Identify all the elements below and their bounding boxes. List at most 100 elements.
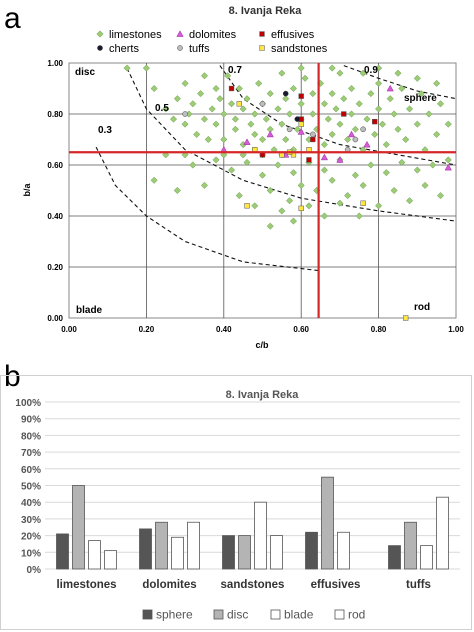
point-limestones <box>355 100 363 108</box>
bar-disc-effusives <box>321 476 334 570</box>
legend-marker-cherts <box>97 45 103 51</box>
point-limestones <box>220 110 228 118</box>
bar-blade-dolomites <box>171 536 184 570</box>
legend-marker-tuffs <box>177 45 183 51</box>
point-limestones <box>336 120 344 128</box>
region-label-blade: blade <box>76 305 103 316</box>
category-label: sandstones <box>221 579 285 591</box>
point-sandstones <box>236 101 242 107</box>
point-limestones <box>193 130 201 138</box>
legend-label-dolomites: dolomites <box>189 29 237 41</box>
point-dolomites <box>297 128 305 135</box>
point-limestones <box>235 84 243 93</box>
point-tuffs <box>259 100 266 107</box>
legend-label-effusives: effusives <box>271 29 315 41</box>
bar-sphere-dolomites <box>139 528 152 570</box>
point-limestones <box>390 186 398 195</box>
point-effusives <box>310 136 316 143</box>
point-dolomites <box>386 84 394 92</box>
y-tick-label: 100% <box>15 398 41 409</box>
bar-blade-sandstones <box>254 501 267 570</box>
point-sandstones <box>403 315 409 321</box>
category-label: tuffs <box>406 579 431 591</box>
point-limestones <box>189 161 197 169</box>
point-effusives <box>306 157 312 163</box>
point-limestones <box>324 115 332 123</box>
bar-rod-dolomites <box>187 521 200 570</box>
point-limestones <box>375 79 383 87</box>
point-limestones <box>200 115 209 123</box>
point-limestones <box>398 84 406 93</box>
point-limestones <box>351 171 359 179</box>
point-limestones <box>220 135 228 144</box>
legend-marker-sandstones <box>259 45 265 51</box>
point-limestones <box>150 176 158 184</box>
x-tick-label: 0.80 <box>371 325 387 334</box>
point-limestones <box>227 100 236 108</box>
bar-sphere-effusives <box>305 531 318 570</box>
y-tick-label: 40% <box>21 498 41 509</box>
category-label: dolomites <box>142 579 196 591</box>
point-limestones <box>320 100 328 108</box>
point-limestones <box>359 181 367 189</box>
point-tuffs <box>360 126 366 133</box>
point-limestones <box>208 105 216 113</box>
point-limestones <box>328 176 336 184</box>
point-limestones <box>340 95 348 103</box>
legend-label-tuffs: tuffs <box>189 43 210 55</box>
legend-swatch-blade <box>270 609 281 620</box>
x-tick-label: 0.20 <box>139 325 155 334</box>
point-limestones <box>200 181 209 189</box>
point-limestones <box>278 69 286 77</box>
point-limestones <box>231 125 239 133</box>
point-limestones <box>289 84 298 93</box>
point-tuffs <box>352 136 359 143</box>
point-cherts <box>282 90 289 97</box>
x-tick-label: 0.00 <box>61 325 77 334</box>
point-limestones <box>309 90 317 98</box>
bar-blade-tuffs <box>420 545 433 570</box>
point-limestones <box>436 192 445 200</box>
legend-label-blade: blade <box>284 608 314 622</box>
point-effusives <box>341 111 347 117</box>
point-limestones <box>328 130 336 138</box>
point-limestones <box>347 84 356 93</box>
x-tick-label: 0.60 <box>293 325 309 334</box>
reference-lines <box>69 63 456 318</box>
point-limestones <box>394 125 402 133</box>
point-limestones <box>282 135 290 144</box>
legend-label-rod: rod <box>348 608 365 622</box>
scatter-tick-labels: 0.00 0.20 0.40 0.60 0.80 1.00 0.00 0.20 0.40 0.60… <box>47 59 464 334</box>
x-axis-label: c/b <box>255 340 269 350</box>
point-limestones <box>274 161 282 169</box>
region-label-disc: disc <box>75 67 95 78</box>
bar-chart-title: 8. Ivanja Reka <box>226 389 300 401</box>
point-limestones <box>305 202 313 210</box>
point-limestones <box>382 169 390 177</box>
point-limestones <box>351 125 359 133</box>
point-limestones <box>212 156 220 164</box>
legend-label-sphere: sphere <box>156 608 193 622</box>
point-limestones <box>367 161 375 169</box>
panel-letter-b: b <box>4 360 21 393</box>
point-dolomites <box>363 140 371 148</box>
bar-gridlines <box>45 401 460 570</box>
point-limestones <box>189 100 197 108</box>
y-tick-label: 60% <box>21 465 41 476</box>
point-limestones <box>142 64 150 72</box>
y-tick-label: 80% <box>21 431 41 442</box>
point-limestones <box>239 105 247 113</box>
point-dolomites <box>336 156 344 163</box>
point-limestones <box>247 120 255 128</box>
point-limestones <box>297 181 305 189</box>
x-tick-label: 0.40 <box>216 325 232 334</box>
point-limestones <box>266 186 274 195</box>
legend-marker-dolomites <box>176 30 184 37</box>
point-limestones <box>413 166 421 174</box>
point-limestones <box>266 222 274 230</box>
point-limestones <box>347 110 356 118</box>
region-label-rod: rod <box>414 302 430 313</box>
point-limestones <box>289 217 298 225</box>
point-limestones <box>293 125 301 133</box>
point-limestones <box>282 95 290 103</box>
